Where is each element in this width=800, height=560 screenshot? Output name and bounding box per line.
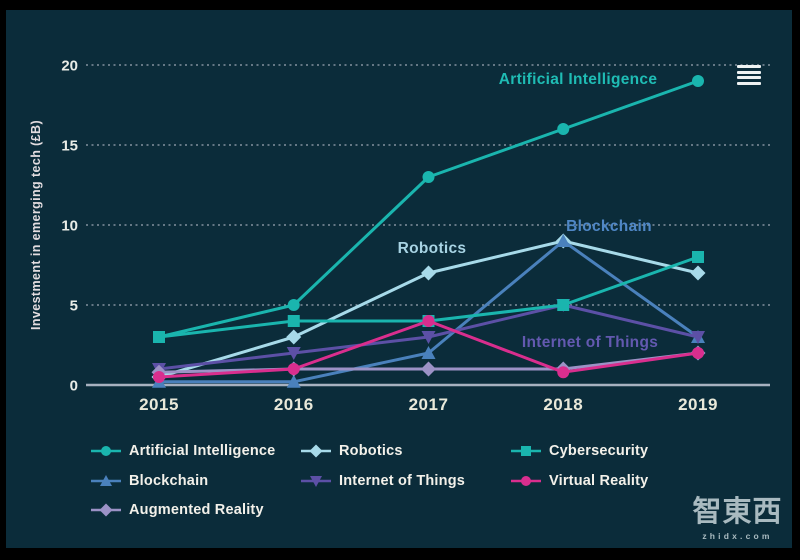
triangle-up-legend-marker-icon <box>91 475 121 486</box>
data-point <box>692 347 704 359</box>
data-point <box>557 366 570 379</box>
triangle-down-legend-marker-icon <box>301 476 331 487</box>
data-point <box>557 123 570 135</box>
y-tick-label: 5 <box>70 298 78 315</box>
y-tick-label: 20 <box>61 58 78 75</box>
legend-item-internet-of-things[interactable]: Internet of Things <box>300 472 465 490</box>
data-point <box>422 171 435 183</box>
circle-legend-marker-icon <box>511 476 541 486</box>
x-tick-label: 2015 <box>139 395 179 414</box>
series-inline-label: Artificial Intelligence <box>499 71 658 88</box>
legend-item-cybersecurity[interactable]: Cybersecurity <box>510 442 648 460</box>
series-blockchain <box>152 234 705 388</box>
legend-label: Virtual Reality <box>549 473 649 489</box>
legend-label: Internet of Things <box>339 473 466 489</box>
legend-item-blockchain[interactable]: Blockchain <box>90 472 208 490</box>
legend-item-virtual-reality[interactable]: Virtual Reality <box>510 472 648 490</box>
data-point <box>101 446 111 456</box>
series-inline-label: Internet of Things <box>522 334 658 351</box>
data-point <box>690 265 706 281</box>
legend-label: Cybersecurity <box>549 443 649 459</box>
zhidx-logo: 智東西 <box>692 496 783 528</box>
data-point <box>521 476 531 486</box>
legend-label: Artificial Intelligence <box>129 443 276 459</box>
data-point <box>100 475 112 486</box>
series-lines <box>151 75 706 388</box>
data-point <box>692 251 704 263</box>
legend-label: Blockchain <box>129 473 209 489</box>
data-point <box>286 374 301 388</box>
data-point <box>422 315 435 327</box>
data-point <box>421 265 436 281</box>
data-point <box>153 371 165 383</box>
data-point <box>557 299 570 311</box>
data-point <box>310 476 322 487</box>
x-tick-label: 2016 <box>274 395 314 414</box>
data-point <box>286 329 302 345</box>
circle-legend-marker-icon <box>91 446 121 456</box>
x-tick-label: 2018 <box>543 395 583 414</box>
data-point <box>287 363 300 375</box>
legend-item-augmented-reality[interactable]: Augmented Reality <box>90 501 264 519</box>
series-inline-label: Robotics <box>398 240 467 257</box>
data-point <box>99 503 113 517</box>
data-point <box>692 75 704 87</box>
x-tick-label: 2017 <box>409 395 449 414</box>
hamburger-menu-icon <box>737 65 765 85</box>
zhidx-url: zhidx.com <box>702 531 773 541</box>
y-tick-label: 15 <box>61 138 78 155</box>
data-point <box>421 346 436 359</box>
legend-item-artificial-intelligence[interactable]: Artificial Intelligence <box>90 442 275 460</box>
data-point <box>521 446 531 456</box>
series-labels: Artificial Intelligence Robotics Blockchai… <box>398 71 658 351</box>
diamond-legend-marker-icon <box>91 503 121 517</box>
legend-label: Robotics <box>339 443 403 459</box>
x-tick-label: 2019 <box>678 395 718 414</box>
data-point <box>556 234 571 247</box>
data-point <box>691 331 705 344</box>
diamond-legend-marker-icon <box>301 444 331 458</box>
y-tick-label: 10 <box>61 218 78 235</box>
y-axis-title: Investment in emerging tech (£B) <box>29 120 43 330</box>
data-point <box>286 347 301 360</box>
data-point <box>309 444 323 458</box>
y-tick-label: 0 <box>70 378 78 395</box>
data-point <box>421 361 436 377</box>
square-legend-marker-icon <box>511 446 541 456</box>
series-cybersecurity <box>153 251 704 343</box>
data-point <box>421 331 436 344</box>
legend-item-robotics[interactable]: Robotics <box>300 442 403 460</box>
data-point <box>287 299 300 311</box>
series-artificial-intelligence <box>153 75 704 343</box>
series-line <box>157 79 700 339</box>
series-virtual-reality <box>153 315 704 383</box>
gridlines: 0 5 10 15 20 2015 2016 2017 2018 2019 <box>61 58 770 414</box>
chart-menu-button[interactable] <box>737 65 765 91</box>
data-point <box>153 331 165 343</box>
chart-canvas <box>6 10 792 548</box>
series-inline-label: Blockchain <box>566 218 652 235</box>
data-point <box>287 315 300 327</box>
watermark: 智東西 zhidx.com <box>685 494 790 541</box>
legend-label: Augmented Reality <box>129 502 264 518</box>
